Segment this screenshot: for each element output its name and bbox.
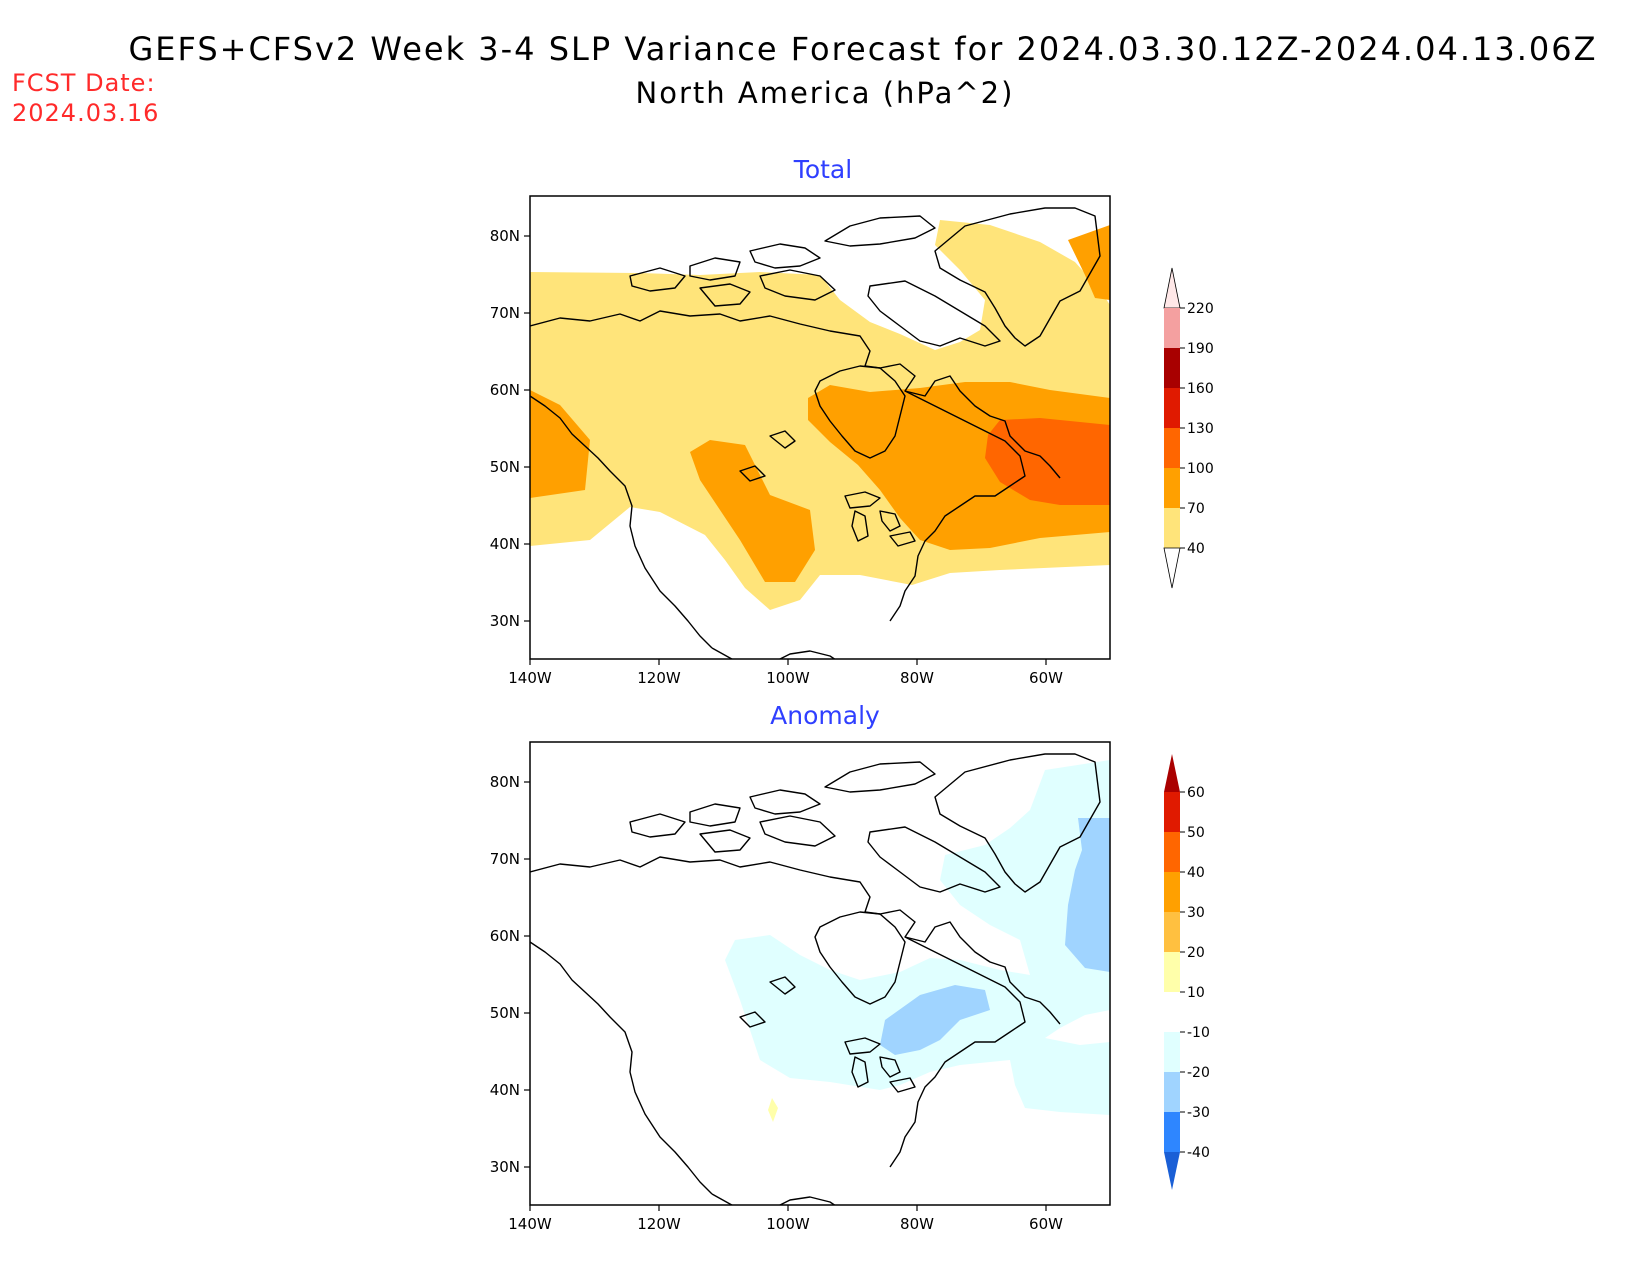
colorbar-tick-label: -20 — [1187, 1065, 1210, 1081]
colorbar-tick-label: 190 — [1187, 341, 1214, 357]
total-panel-title: Total — [793, 155, 852, 184]
anomaly-colorbar: 60 50 40 30 20 10 -10 -20 -30 -40 — [1164, 754, 1210, 1190]
lat-tick-label: 60N — [490, 927, 520, 945]
colorbar-top-arrow — [1164, 754, 1180, 792]
lat-tick-label: 80N — [490, 773, 520, 791]
anomaly-contour-neg10 — [725, 760, 1110, 1115]
forecast-date-caption: FCST Date: — [12, 69, 156, 97]
lat-tick-label: 70N — [490, 304, 520, 322]
lon-tick-label: 140W — [508, 669, 552, 687]
colorbar-swatch — [1164, 992, 1180, 1032]
lat-tick-label: 30N — [490, 612, 520, 630]
anomaly-map-frame — [529, 741, 1111, 1206]
main-title: GEFS+CFSv2 Week 3-4 SLP Variance Forecas… — [128, 30, 1598, 68]
lat-tick-label: 40N — [490, 1081, 520, 1099]
total-colorbar: 40 70 100 130 160 190 220 — [1163, 267, 1214, 589]
lon-tick-label: 120W — [637, 669, 681, 687]
total-map-frame — [529, 195, 1111, 660]
anomaly-contour-neg20-east — [1065, 818, 1110, 972]
forecast-date-label: FCST Date: 2024.03.16 — [12, 68, 159, 128]
colorbar-tick-label: 60 — [1187, 785, 1205, 801]
lat-tick-label: 40N — [490, 535, 520, 553]
colorbar-tick-label: -40 — [1187, 1145, 1210, 1161]
lon-tick-label: 140W — [508, 1215, 552, 1233]
colorbar-bottom-arrow — [1163, 547, 1181, 589]
colorbar-tick-label: 160 — [1187, 381, 1214, 397]
lat-tick-label: 70N — [490, 850, 520, 868]
anomaly-panel-title: Anomaly — [770, 701, 880, 730]
colorbar-tick-label: 20 — [1187, 945, 1205, 961]
anomaly-map-axes: 80N 70N 60N 50N 40N 30N 140W 120W 100W 80W 60W — [490, 773, 1063, 1233]
colorbar-swatch — [1164, 388, 1180, 428]
colorbar-tick-label: 50 — [1187, 825, 1205, 841]
lon-tick-label: 100W — [766, 1215, 810, 1233]
colorbar-tick-label: 10 — [1187, 985, 1205, 1001]
colorbar-swatch — [1164, 308, 1180, 348]
anomaly-contour-neg20-lakes — [880, 985, 990, 1055]
variance-contour-70-rockies — [690, 440, 815, 582]
colorbar-bottom-arrow — [1164, 1152, 1180, 1190]
lon-tick-label: 100W — [766, 669, 810, 687]
variance-contour-70-greenland — [1068, 225, 1110, 300]
colorbar-swatch — [1164, 468, 1180, 508]
forecast-date-value: 2024.03.16 — [12, 99, 160, 127]
total-map-axes: 80N 70N 60N 50N 40N 30N 140W 120W 100W 80W 60W — [490, 227, 1063, 687]
colorbar-tick-label: 70 — [1187, 501, 1205, 517]
colorbar-tick-label: 30 — [1187, 905, 1205, 921]
anomaly-contour-pos10 — [768, 1098, 778, 1122]
variance-contour-100 — [985, 418, 1110, 505]
colorbar-swatch — [1164, 428, 1180, 468]
colorbar-top-arrow — [1163, 267, 1181, 309]
lat-tick-label: 50N — [490, 458, 520, 476]
colorbar-tick-label: -30 — [1187, 1105, 1210, 1121]
colorbar-swatch — [1164, 952, 1180, 992]
colorbar-swatch — [1164, 508, 1180, 548]
lon-tick-label: 60W — [1029, 1215, 1063, 1233]
colorbar-swatch — [1164, 912, 1180, 952]
colorbar-swatch — [1164, 1032, 1180, 1072]
total-map — [530, 196, 1110, 659]
lat-tick-label: 50N — [490, 1004, 520, 1022]
colorbar-swatch — [1164, 1072, 1180, 1112]
colorbar-swatch — [1164, 1112, 1180, 1152]
colorbar-swatch — [1164, 872, 1180, 912]
colorbar-tick-label: -10 — [1187, 1025, 1210, 1041]
lon-tick-label: 120W — [637, 1215, 681, 1233]
colorbar-tick-label: 40 — [1187, 865, 1205, 881]
colorbar-tick-label: 100 — [1187, 461, 1214, 477]
lon-tick-label: 80W — [900, 1215, 934, 1233]
anomaly-map — [530, 742, 1110, 1205]
lat-tick-label: 80N — [490, 227, 520, 245]
colorbar-tick-label: 40 — [1187, 541, 1205, 557]
colorbar-swatch — [1164, 792, 1180, 832]
colorbar-swatch — [1164, 832, 1180, 872]
lat-tick-label: 60N — [490, 381, 520, 399]
variance-contour-70-west — [530, 390, 590, 498]
colorbar-swatch — [1164, 348, 1180, 388]
lon-tick-label: 80W — [900, 669, 934, 687]
colorbar-tick-label: 130 — [1187, 421, 1214, 437]
lat-tick-label: 30N — [490, 1158, 520, 1176]
lon-tick-label: 60W — [1029, 669, 1063, 687]
colorbar-tick-label: 220 — [1187, 301, 1214, 317]
subtitle: North America (hPa^2) — [635, 76, 1015, 110]
